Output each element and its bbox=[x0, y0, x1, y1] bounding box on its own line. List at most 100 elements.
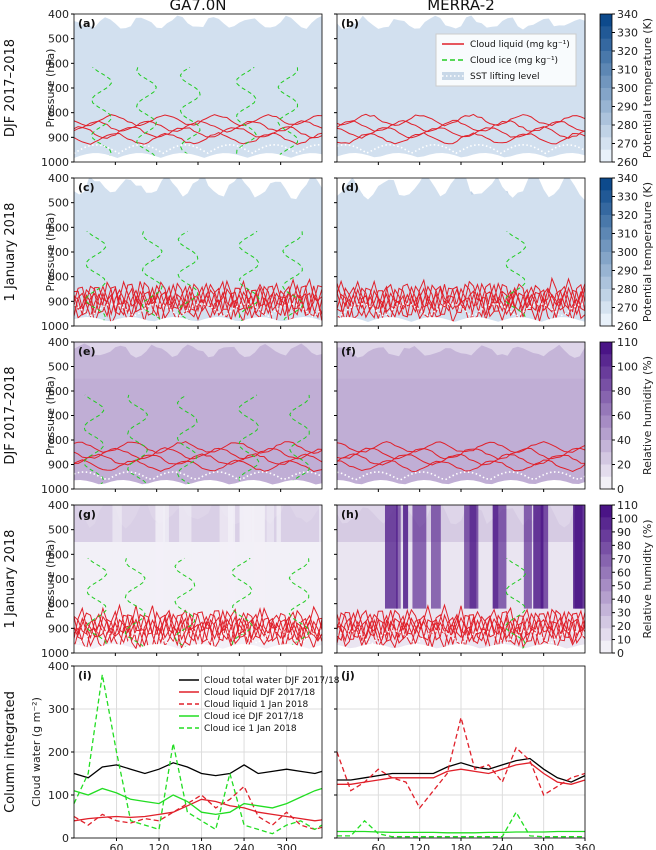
row-label: 1 January 2018 bbox=[3, 530, 18, 629]
surface-mask bbox=[74, 644, 322, 653]
colorbar-segment bbox=[600, 440, 612, 453]
x-tick-label: 60 bbox=[371, 842, 385, 850]
cloud-liquid-contour bbox=[74, 126, 322, 139]
x-tick-label: 180 bbox=[451, 842, 472, 850]
field-band bbox=[74, 15, 322, 162]
heatmap-field bbox=[74, 342, 322, 489]
colorbar-tick-label: 80 bbox=[617, 539, 631, 552]
convective-column bbox=[412, 505, 427, 609]
y-tick-label: 400 bbox=[48, 336, 69, 349]
colorbar-tick-label: 340 bbox=[617, 172, 638, 185]
y-tick-label: 900 bbox=[48, 622, 69, 635]
cloud-liquid-contour bbox=[74, 291, 322, 326]
x-tick-label: 360 bbox=[575, 842, 596, 850]
convective-column bbox=[403, 505, 409, 609]
y-tick-label: 200 bbox=[48, 746, 69, 759]
cloud-ice-contour bbox=[141, 231, 163, 326]
convective-column bbox=[492, 505, 507, 609]
colorbar-segment bbox=[600, 579, 612, 592]
colorbar-tick-label: 20 bbox=[617, 620, 631, 633]
cloud-liquid-contour bbox=[74, 453, 322, 466]
colorbar-tick-label: 290 bbox=[617, 265, 638, 278]
cloud-liquid-contour bbox=[74, 290, 322, 323]
convective-column bbox=[384, 505, 398, 609]
y-tick-label: 800 bbox=[48, 434, 69, 447]
sst-lifting-level bbox=[74, 471, 322, 480]
y-tick-label: 100 bbox=[48, 789, 69, 802]
convective-column bbox=[469, 505, 477, 609]
y-axis-label: Pressure (hPa) bbox=[44, 49, 57, 128]
row-label: DJF 2017–2018 bbox=[3, 366, 18, 464]
colorbar-segment bbox=[600, 517, 612, 531]
row-label: 1 January 2018 bbox=[3, 203, 18, 302]
heatmap-field bbox=[337, 178, 585, 326]
colorbar-segment bbox=[600, 603, 612, 617]
heatmap-panel-e: 400 500 600 700 800 900 1000 Pressure (hPa) DJF … bbox=[3, 336, 323, 496]
cloud-liquid-contour bbox=[74, 120, 322, 133]
sst-lifting-level bbox=[74, 143, 322, 155]
cloud-liquid-contour bbox=[337, 609, 585, 644]
series-line bbox=[337, 810, 585, 838]
cloud-ice-contour bbox=[85, 230, 107, 326]
colorbar-tick-label: 270 bbox=[617, 302, 638, 315]
surface-mask bbox=[74, 317, 322, 326]
series-line bbox=[73, 787, 323, 816]
x-tick-label: 300 bbox=[276, 842, 297, 850]
convective-column bbox=[430, 505, 441, 609]
cloud-liquid-contour bbox=[337, 113, 585, 127]
cloud-ice-contour bbox=[86, 557, 108, 653]
heatmap-panel-h: (h) bbox=[334, 504, 586, 656]
cloud-ice-contour bbox=[505, 557, 527, 653]
convective-column bbox=[276, 505, 281, 609]
colorbar-tick-label: 0 bbox=[617, 483, 624, 496]
cloud-liquid-contour bbox=[74, 132, 322, 145]
colorbar-segment bbox=[600, 112, 612, 126]
colorbar-3: 110 100 80 60 40 20 0 Relative humidity (%) bbox=[599, 336, 654, 496]
panel-frame bbox=[336, 665, 586, 839]
colorbar-tick-label: 260 bbox=[617, 320, 638, 333]
y-axis-label: Cloud water (g m⁻²) bbox=[30, 697, 43, 807]
y-tick-label: 1000 bbox=[41, 647, 69, 660]
colorbar-segment bbox=[600, 505, 612, 518]
colorbar-tick-label: 320 bbox=[617, 209, 638, 222]
colorbar-tick-label: 300 bbox=[617, 246, 638, 259]
y-tick-label: 700 bbox=[48, 410, 69, 423]
series-line bbox=[73, 674, 323, 835]
convective-column bbox=[163, 505, 169, 609]
legend-bottom: Cloud total water DJF 2017/18 Cloud liqui… bbox=[179, 676, 340, 734]
cloud-liquid-contour bbox=[74, 447, 322, 460]
panel-label: (g) bbox=[78, 508, 96, 521]
panel-label: (a) bbox=[78, 17, 95, 30]
row-label: DJF 2017–2018 bbox=[3, 39, 18, 137]
colorbar-segment bbox=[600, 215, 612, 228]
colorbar-tick-label: 290 bbox=[617, 101, 638, 114]
convective-column bbox=[155, 505, 165, 609]
heatmap-field bbox=[74, 505, 322, 653]
colorbar-tick-label: 0 bbox=[617, 647, 624, 660]
y-tick-label: 600 bbox=[48, 221, 69, 234]
convective-column bbox=[228, 505, 236, 609]
cloud-liquid-contour bbox=[74, 114, 322, 127]
legend-label: Cloud liquid (mg kg⁻¹) bbox=[470, 40, 570, 50]
cloud-liquid-contour bbox=[74, 286, 322, 321]
sst-lifting-level bbox=[337, 630, 585, 646]
series-line bbox=[337, 830, 585, 834]
colorbar-tick-label: 280 bbox=[617, 283, 638, 296]
colorbar-tick-label: 110 bbox=[617, 336, 638, 349]
cloud-ice-contour bbox=[238, 394, 260, 489]
colorbar-tick-label: 50 bbox=[617, 580, 631, 593]
series-line bbox=[337, 762, 586, 785]
colorbar-segment bbox=[600, 178, 612, 191]
convective-column bbox=[396, 505, 401, 609]
x-tick-label: 240 bbox=[492, 842, 513, 850]
cloud-liquid-contour bbox=[74, 283, 322, 317]
legend-top: Cloud liquid (mg kg⁻¹) Cloud ice (mg kg⁻¹… bbox=[435, 33, 577, 87]
cloud-liquid-contour bbox=[337, 603, 585, 637]
legend-label: SST lifting level bbox=[470, 72, 540, 82]
x-tick-label: 120 bbox=[409, 842, 430, 850]
colorbar-tick-label: 280 bbox=[617, 119, 638, 132]
x-tick-label: 120 bbox=[149, 842, 170, 850]
convective-column bbox=[540, 505, 549, 609]
y-tick-label: 500 bbox=[48, 197, 69, 210]
y-tick-label: 0 bbox=[62, 832, 69, 845]
